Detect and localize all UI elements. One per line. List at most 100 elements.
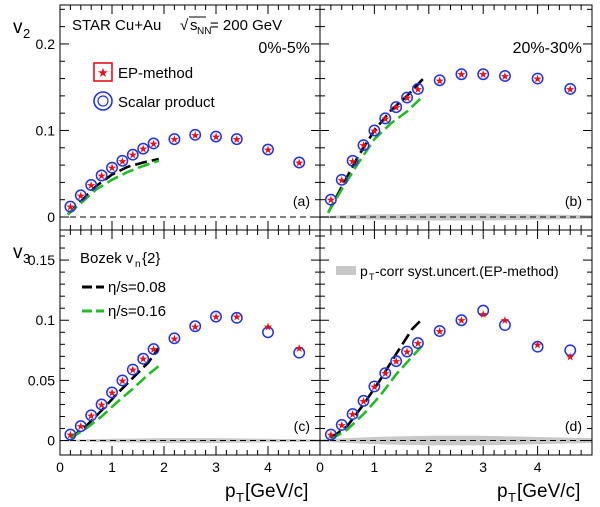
ep-point: ★: [263, 321, 273, 333]
ep-point: ★: [380, 368, 390, 380]
sp-point: [564, 344, 577, 357]
x-tick-label: 3: [212, 459, 220, 475]
svg-text:STAR Cu+Au: STAR Cu+Au: [72, 17, 161, 34]
ep-point: ★: [565, 351, 575, 363]
ep-point: ★: [391, 102, 401, 114]
sp-point: [335, 418, 348, 431]
y-tick-label: 0.15: [28, 252, 55, 268]
eta016-curve: [327, 94, 425, 214]
ep-point: ★: [232, 134, 242, 146]
ep-point: ★: [232, 312, 242, 324]
sp-point: [147, 137, 160, 150]
sp-point: [477, 68, 490, 81]
x-axis-label: p: [497, 481, 508, 502]
panels-layer: 00.10.2v 2(a)0%-5%★★★★★★★★ ★ ★ ★ ★ ★★★(b)20%-3…: [13, 4, 593, 505]
sp-point: [85, 179, 98, 191]
sp-point: [137, 142, 150, 155]
ep-point: ★: [169, 333, 179, 345]
sp-point: [411, 82, 424, 95]
x-tick-label: 1: [371, 459, 379, 475]
ep-point: ★: [380, 113, 390, 125]
bozek-rest: {2}: [142, 250, 160, 267]
sp-point: [455, 314, 468, 327]
ep-point: ★: [294, 158, 304, 170]
centrality-label: 0%-5%: [258, 40, 310, 57]
y-axis-label-sub: 2: [23, 26, 30, 41]
sp-point: [64, 200, 77, 213]
panel-frame: [319, 229, 593, 456]
x-axis-label-sub: T: [236, 490, 244, 505]
model-legend: Bozek v n {2} η/s=0.08 η/s=0.16: [80, 250, 166, 320]
y-axis-label: v: [13, 242, 23, 263]
ep-point: ★: [211, 312, 221, 324]
eta016-legend-label: η/s=0.16: [108, 303, 166, 320]
ep-legend-box: [93, 62, 113, 82]
ep-point: ★: [149, 138, 159, 150]
ep-point: ★: [457, 315, 467, 327]
ep-point: ★: [107, 163, 117, 175]
ep-point: ★: [337, 420, 347, 432]
sp-point: [324, 193, 337, 206]
sp-legend-label: Scalar product: [118, 94, 216, 111]
sqrt-s: s: [190, 17, 198, 34]
ep-point: ★: [402, 347, 412, 359]
sp-point: [455, 68, 468, 81]
sp-point: [357, 394, 370, 407]
sp-point: [106, 161, 118, 174]
sp-point: [95, 398, 108, 411]
x-tick-label: 2: [425, 459, 433, 475]
ep-point: ★: [117, 375, 127, 387]
ep-point: ★: [413, 84, 423, 96]
ep-point: ★: [86, 410, 96, 422]
ep-point: ★: [169, 134, 179, 146]
sp-point: [210, 130, 222, 143]
sp-point: [293, 346, 306, 359]
ep-point: ★: [359, 396, 369, 408]
sp-point: [74, 420, 87, 433]
sp-point: [477, 304, 490, 317]
sp-point: [230, 311, 243, 324]
ep-point: ★: [533, 74, 543, 86]
ep-point: ★: [76, 190, 86, 202]
sp-point: [411, 337, 424, 350]
ep-point: ★: [211, 132, 221, 144]
ep-point: ★: [435, 326, 445, 338]
svg-text:Bozek v: Bozek v: [80, 250, 134, 267]
sp-point: [346, 408, 359, 421]
ep-point: ★: [326, 195, 336, 207]
y-tick-label: 0: [47, 209, 55, 225]
sp-legend-inner: [97, 95, 109, 107]
ep-point: ★: [149, 344, 159, 356]
sp-point: [499, 70, 511, 82]
sp-point: [262, 326, 274, 339]
sp-point: [168, 133, 181, 146]
sp-point: [564, 82, 577, 95]
ep-point: ★: [107, 387, 117, 399]
bozek-title: Bozek v: [80, 250, 134, 267]
y-axis-label-sub: 3: [23, 251, 30, 266]
ep-point: ★: [138, 144, 148, 156]
x-tick-label: 4: [264, 459, 272, 475]
ep-point: ★: [413, 338, 423, 350]
sp-legend-circle: [93, 91, 113, 111]
sp-point: [126, 148, 139, 161]
panel-4: 0 1 2 3 4p T [GeV/c](d)★★★★★★★★★★★★★★★: [316, 229, 593, 505]
sp-point: [210, 310, 222, 323]
ep-point: ★: [478, 309, 488, 321]
ep-point: ★: [190, 130, 200, 142]
panel-3: 00.050.10.150 1 2 3 4v 3p T [GeV/c](c)★★★★★★★★…: [13, 229, 321, 505]
sp-point: [147, 343, 160, 356]
ep-point: ★: [402, 93, 412, 105]
ep-point: ★: [65, 202, 75, 214]
collision-suffix: = 200 GeV: [210, 17, 282, 34]
x-tick-label: 1: [108, 459, 116, 475]
ep-point: ★: [86, 180, 96, 192]
ep-point: ★: [533, 339, 543, 351]
sp-point: [499, 319, 511, 332]
sp-point: [390, 355, 403, 368]
centrality-label: 20%-30%: [513, 40, 582, 57]
ep-point: ★: [294, 343, 304, 355]
syst-legend: p T -corr syst.uncert.(EP-method): [336, 263, 559, 282]
ep-point: ★: [565, 84, 575, 96]
